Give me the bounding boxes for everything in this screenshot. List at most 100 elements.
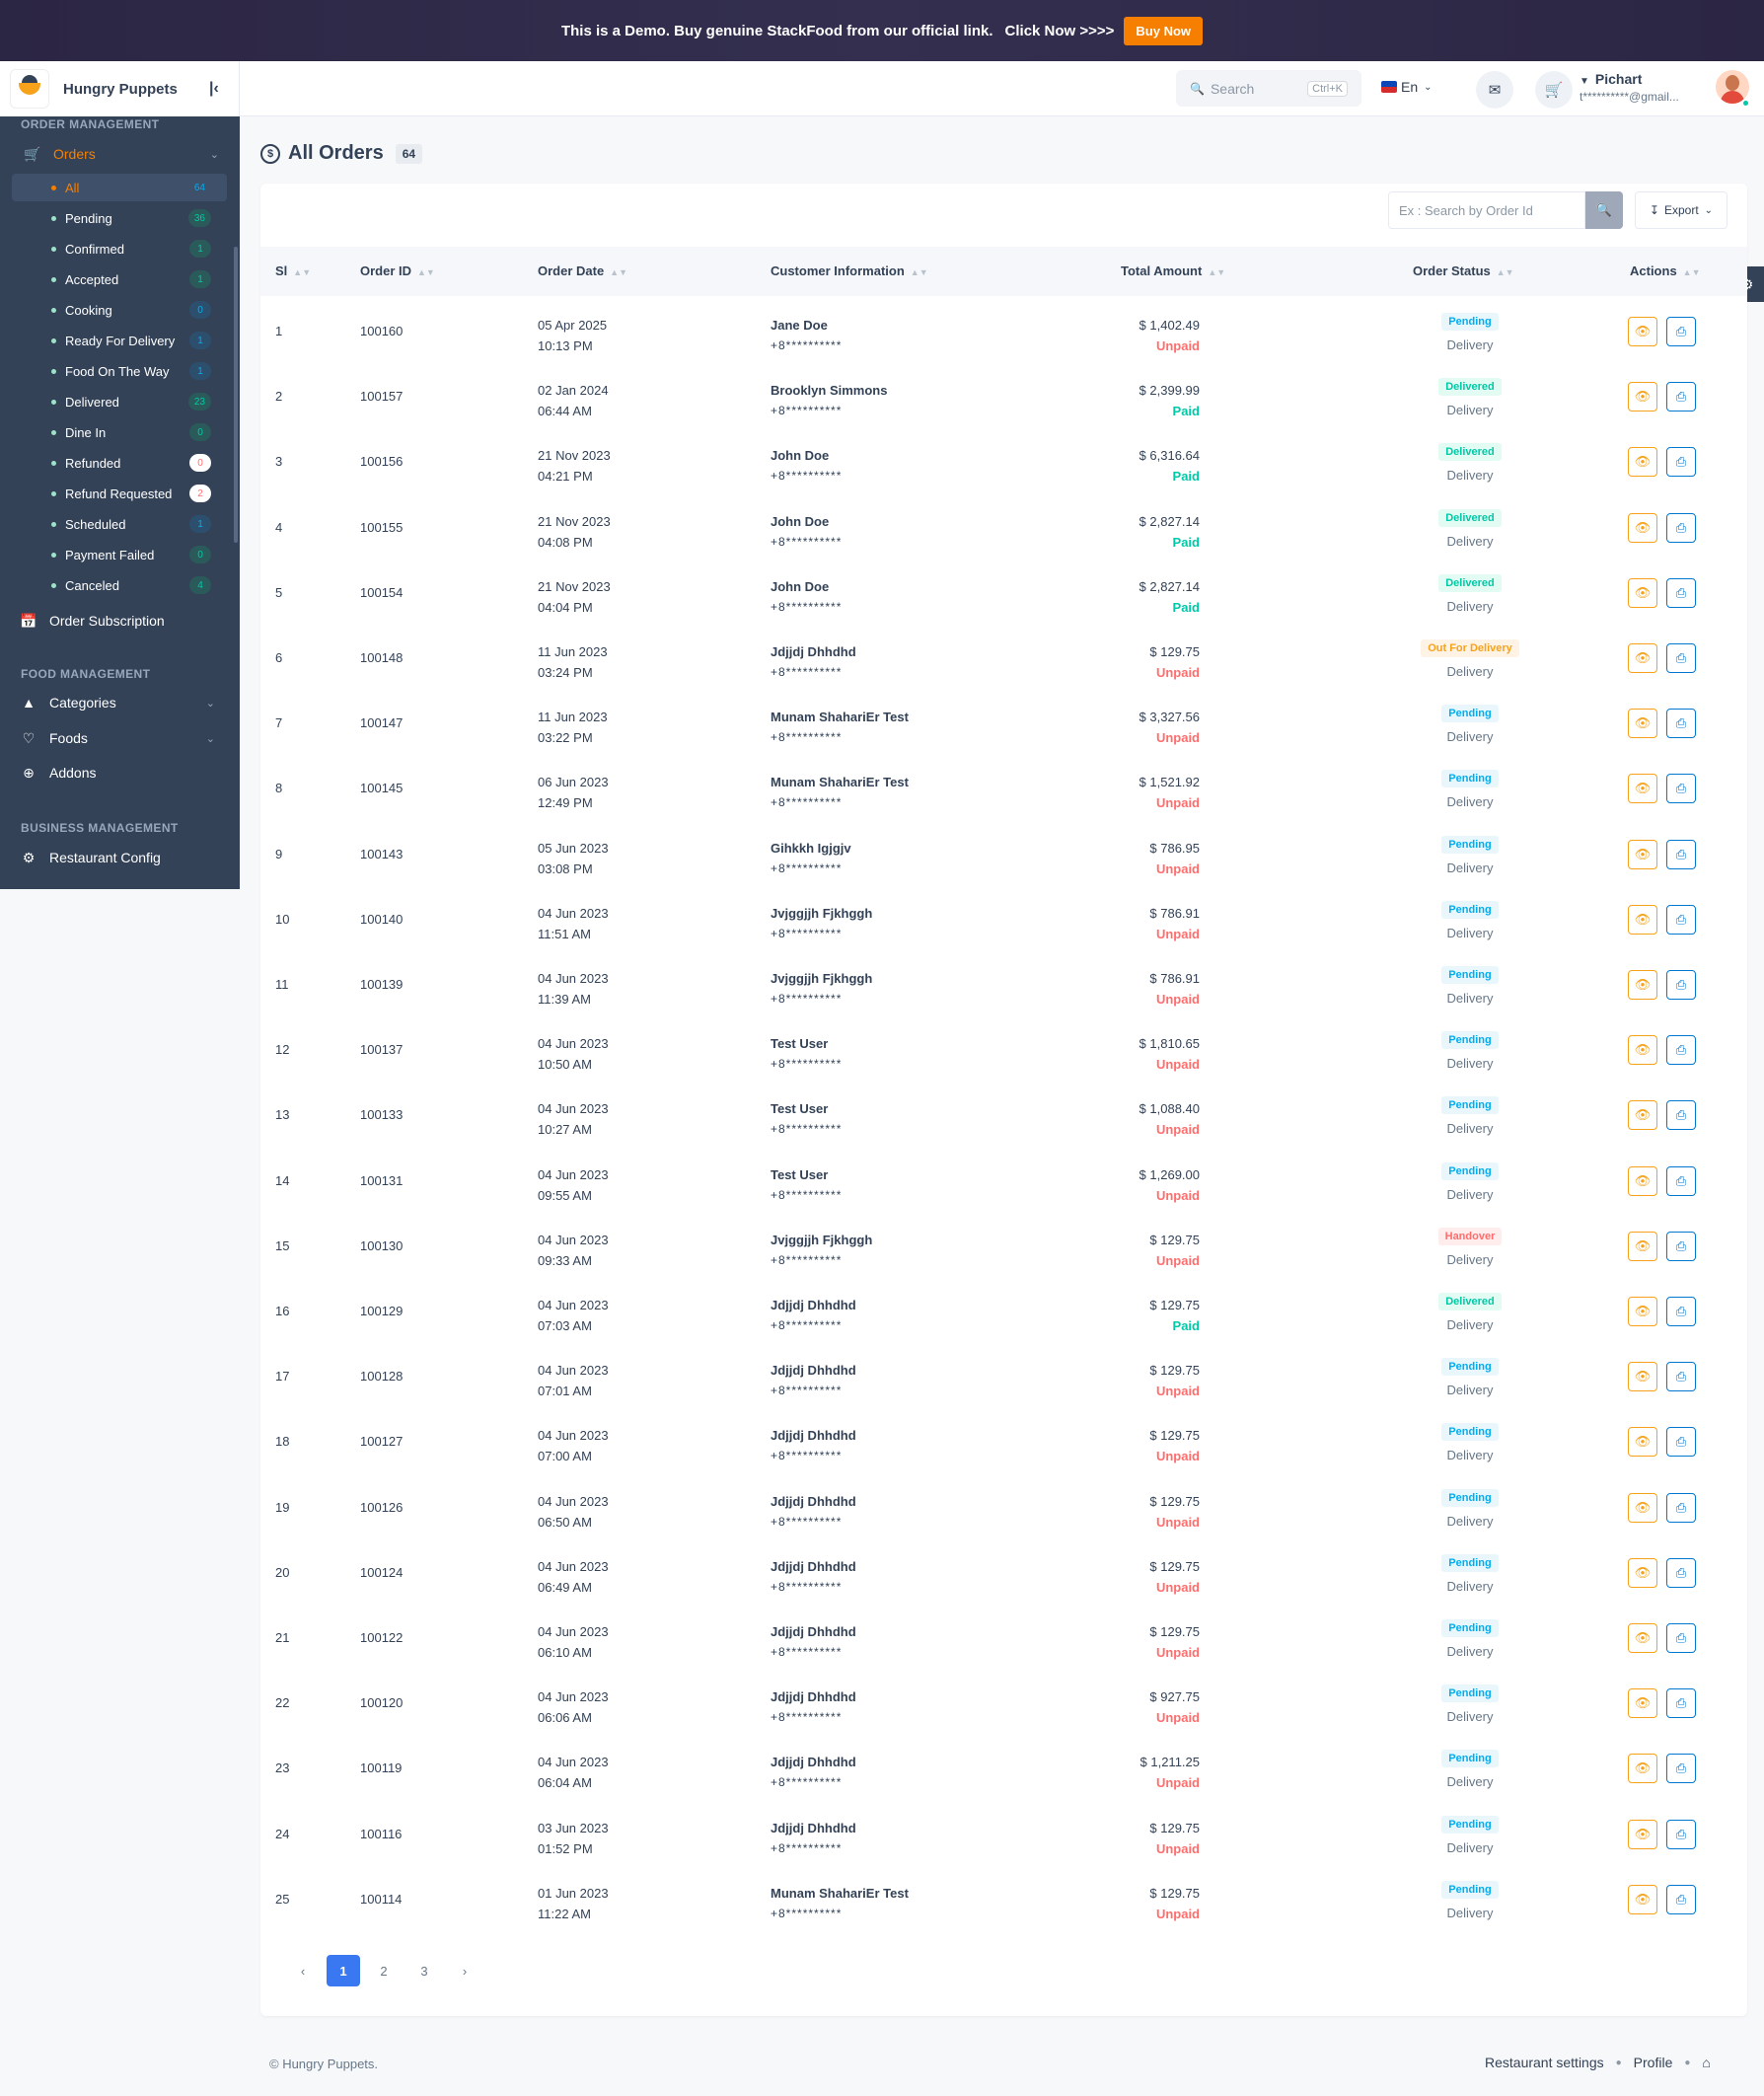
header-customer[interactable]: Customer Information ▲▼ xyxy=(771,263,928,278)
print-invoice-button[interactable]: ⎙ xyxy=(1666,1297,1696,1326)
customer-name[interactable]: Jvjggjjh Fjkhggh xyxy=(771,1232,873,1247)
row-order-id[interactable]: 100124 xyxy=(360,1564,404,1580)
view-order-button[interactable]: 👁 xyxy=(1628,774,1657,804)
header-order-id[interactable]: Order ID ▲▼ xyxy=(360,263,435,278)
sidebar-item-foods[interactable]: ♡ Foods ⌄ xyxy=(18,724,215,752)
view-order-button[interactable]: 👁 xyxy=(1628,1623,1657,1653)
view-order-button[interactable]: 👁 xyxy=(1628,317,1657,346)
sidebar-subitem-food-on-the-way[interactable]: Food On The Way 1 xyxy=(12,357,227,385)
print-invoice-button[interactable]: ⎙ xyxy=(1666,774,1696,804)
sidebar-item-restaurant-config[interactable]: ⚙ Restaurant Config xyxy=(18,844,215,871)
page-3-button[interactable]: 3 xyxy=(420,1963,428,1979)
customer-name[interactable]: Jdjjdj Dhhdhd xyxy=(771,1624,856,1639)
sidebar-item-addons[interactable]: ⊕ Addons xyxy=(18,759,215,786)
export-button[interactable]: ↧ Export ⌄ xyxy=(1635,191,1727,229)
sidebar-subitem-pending[interactable]: Pending 36 xyxy=(12,204,227,232)
row-order-id[interactable]: 100147 xyxy=(360,715,404,731)
print-invoice-button[interactable]: ⎙ xyxy=(1666,382,1696,412)
sidebar-subitem-ready-for-delivery[interactable]: Ready For Delivery 1 xyxy=(12,327,227,354)
customer-name[interactable]: Jdjjdj Dhhdhd xyxy=(771,1428,856,1444)
print-invoice-button[interactable]: ⎙ xyxy=(1666,709,1696,739)
sidebar-item-orders[interactable]: 🛒 Orders ⌄ xyxy=(22,140,219,168)
sidebar-item-categories[interactable]: ▲ Categories ⌄ xyxy=(18,689,215,716)
home-icon[interactable]: ⌂ xyxy=(1702,2055,1711,2070)
customer-name[interactable]: Munam ShahariEr Test xyxy=(771,1885,909,1901)
customer-name[interactable]: Jdjjdj Dhhdhd xyxy=(771,1558,856,1574)
sidebar-subitem-payment-failed[interactable]: Payment Failed 0 xyxy=(12,541,227,568)
order-id-search-input[interactable]: Ex : Search by Order Id xyxy=(1388,191,1585,229)
row-order-id[interactable]: 100127 xyxy=(360,1434,404,1450)
row-order-id[interactable]: 100154 xyxy=(360,584,404,600)
print-invoice-button[interactable]: ⎙ xyxy=(1666,970,1696,1000)
row-order-id[interactable]: 100137 xyxy=(360,1042,404,1058)
print-invoice-button[interactable]: ⎙ xyxy=(1666,1557,1696,1588)
print-invoice-button[interactable]: ⎙ xyxy=(1666,1688,1696,1719)
customer-name[interactable]: Jvjggjjh Fjkhggh xyxy=(771,905,873,921)
row-order-id[interactable]: 100128 xyxy=(360,1369,404,1385)
sidebar-subitem-all[interactable]: All 64 xyxy=(12,174,227,201)
view-order-button[interactable]: 👁 xyxy=(1628,1754,1657,1784)
customer-name[interactable]: Gihkkh Igjgjv xyxy=(771,840,851,856)
view-order-button[interactable]: 👁 xyxy=(1628,970,1657,1000)
row-order-id[interactable]: 100119 xyxy=(360,1760,403,1776)
print-invoice-button[interactable]: ⎙ xyxy=(1666,317,1696,346)
view-order-button[interactable]: 👁 xyxy=(1628,709,1657,739)
row-order-id[interactable]: 100129 xyxy=(360,1304,404,1318)
messages-button[interactable]: ✉ xyxy=(1476,71,1513,109)
cart-button[interactable]: 🛒 xyxy=(1535,71,1573,109)
sidebar-subitem-refunded[interactable]: Refunded 0 xyxy=(12,449,227,477)
sidebar-subitem-dine-in[interactable]: Dine In 0 xyxy=(12,418,227,446)
buy-now-button[interactable]: Buy Now xyxy=(1124,16,1204,45)
row-order-id[interactable]: 100131 xyxy=(360,1172,404,1188)
print-invoice-button[interactable]: ⎙ xyxy=(1666,577,1696,608)
header-actions[interactable]: Actions ▲▼ xyxy=(1630,263,1701,278)
print-invoice-button[interactable]: ⎙ xyxy=(1666,1362,1696,1392)
global-search-input[interactable]: 🔍 Search Ctrl+K xyxy=(1176,70,1361,107)
order-search-button[interactable]: 🔍 xyxy=(1585,191,1623,229)
row-order-id[interactable]: 100139 xyxy=(360,977,404,992)
sidebar-menu[interactable]: ORDER MANAGEMENT 🛒 Orders ⌄ All 64 Pendin… xyxy=(0,116,240,889)
print-invoice-button[interactable]: ⎙ xyxy=(1666,512,1696,543)
sidebar-subitem-cooking[interactable]: Cooking 0 xyxy=(12,296,227,324)
customer-name[interactable]: Test User xyxy=(771,1101,829,1117)
view-order-button[interactable]: 👁 xyxy=(1628,1035,1657,1066)
collapse-sidebar-icon[interactable]: |‹ xyxy=(209,80,219,97)
view-order-button[interactable]: 👁 xyxy=(1628,1100,1657,1131)
row-order-id[interactable]: 100122 xyxy=(360,1630,404,1645)
customer-name[interactable]: John Doe xyxy=(771,513,830,529)
customer-name[interactable]: Munam ShahariEr Test xyxy=(771,710,909,725)
sidebar-subitem-accepted[interactable]: Accepted 1 xyxy=(12,265,227,293)
row-order-id[interactable]: 100130 xyxy=(360,1237,404,1253)
view-order-button[interactable]: 👁 xyxy=(1628,1884,1657,1914)
print-invoice-button[interactable]: ⎙ xyxy=(1666,1035,1696,1066)
language-selector[interactable]: En ⌄ xyxy=(1381,79,1433,95)
view-order-button[interactable]: 👁 xyxy=(1628,1362,1657,1392)
customer-name[interactable]: Brooklyn Simmons xyxy=(771,383,888,399)
user-menu[interactable]: ▼ Pichart t**********@gmail... xyxy=(1580,71,1708,104)
sidebar-subitem-confirmed[interactable]: Confirmed 1 xyxy=(12,235,227,262)
customer-name[interactable]: Jdjjdj Dhhdhd xyxy=(771,1363,856,1379)
customer-name[interactable]: Test User xyxy=(771,1036,829,1052)
footer-restaurant-settings-link[interactable]: Restaurant settings xyxy=(1485,2055,1604,2070)
view-order-button[interactable]: 👁 xyxy=(1628,1427,1657,1458)
header-order-status[interactable]: Order Status ▲▼ xyxy=(1413,263,1514,278)
print-invoice-button[interactable]: ⎙ xyxy=(1666,1623,1696,1653)
row-order-id[interactable]: 100116 xyxy=(360,1826,403,1841)
page-1-button[interactable]: 1 xyxy=(327,1955,360,1986)
prev-page-button[interactable]: ‹ xyxy=(300,1963,306,1979)
avatar[interactable] xyxy=(1716,70,1749,104)
sidebar-subitem-canceled[interactable]: Canceled 4 xyxy=(12,571,227,599)
print-invoice-button[interactable]: ⎙ xyxy=(1666,904,1696,935)
print-invoice-button[interactable]: ⎙ xyxy=(1666,643,1696,673)
customer-name[interactable]: John Doe xyxy=(771,448,830,464)
sidebar-subitem-scheduled[interactable]: Scheduled 1 xyxy=(12,510,227,538)
customer-name[interactable]: John Doe xyxy=(771,578,830,594)
customer-name[interactable]: Jane Doe xyxy=(771,318,828,333)
header-total-amount[interactable]: Total Amount ▲▼ xyxy=(1121,263,1226,278)
view-order-button[interactable]: 👁 xyxy=(1628,1297,1657,1326)
view-order-button[interactable]: 👁 xyxy=(1628,447,1657,478)
row-order-id[interactable]: 100120 xyxy=(360,1695,404,1711)
row-order-id[interactable]: 100160 xyxy=(360,324,404,338)
header-sl[interactable]: Sl ▲▼ xyxy=(275,263,312,278)
sidebar-subitem-refund-requested[interactable]: Refund Requested 2 xyxy=(12,480,227,507)
